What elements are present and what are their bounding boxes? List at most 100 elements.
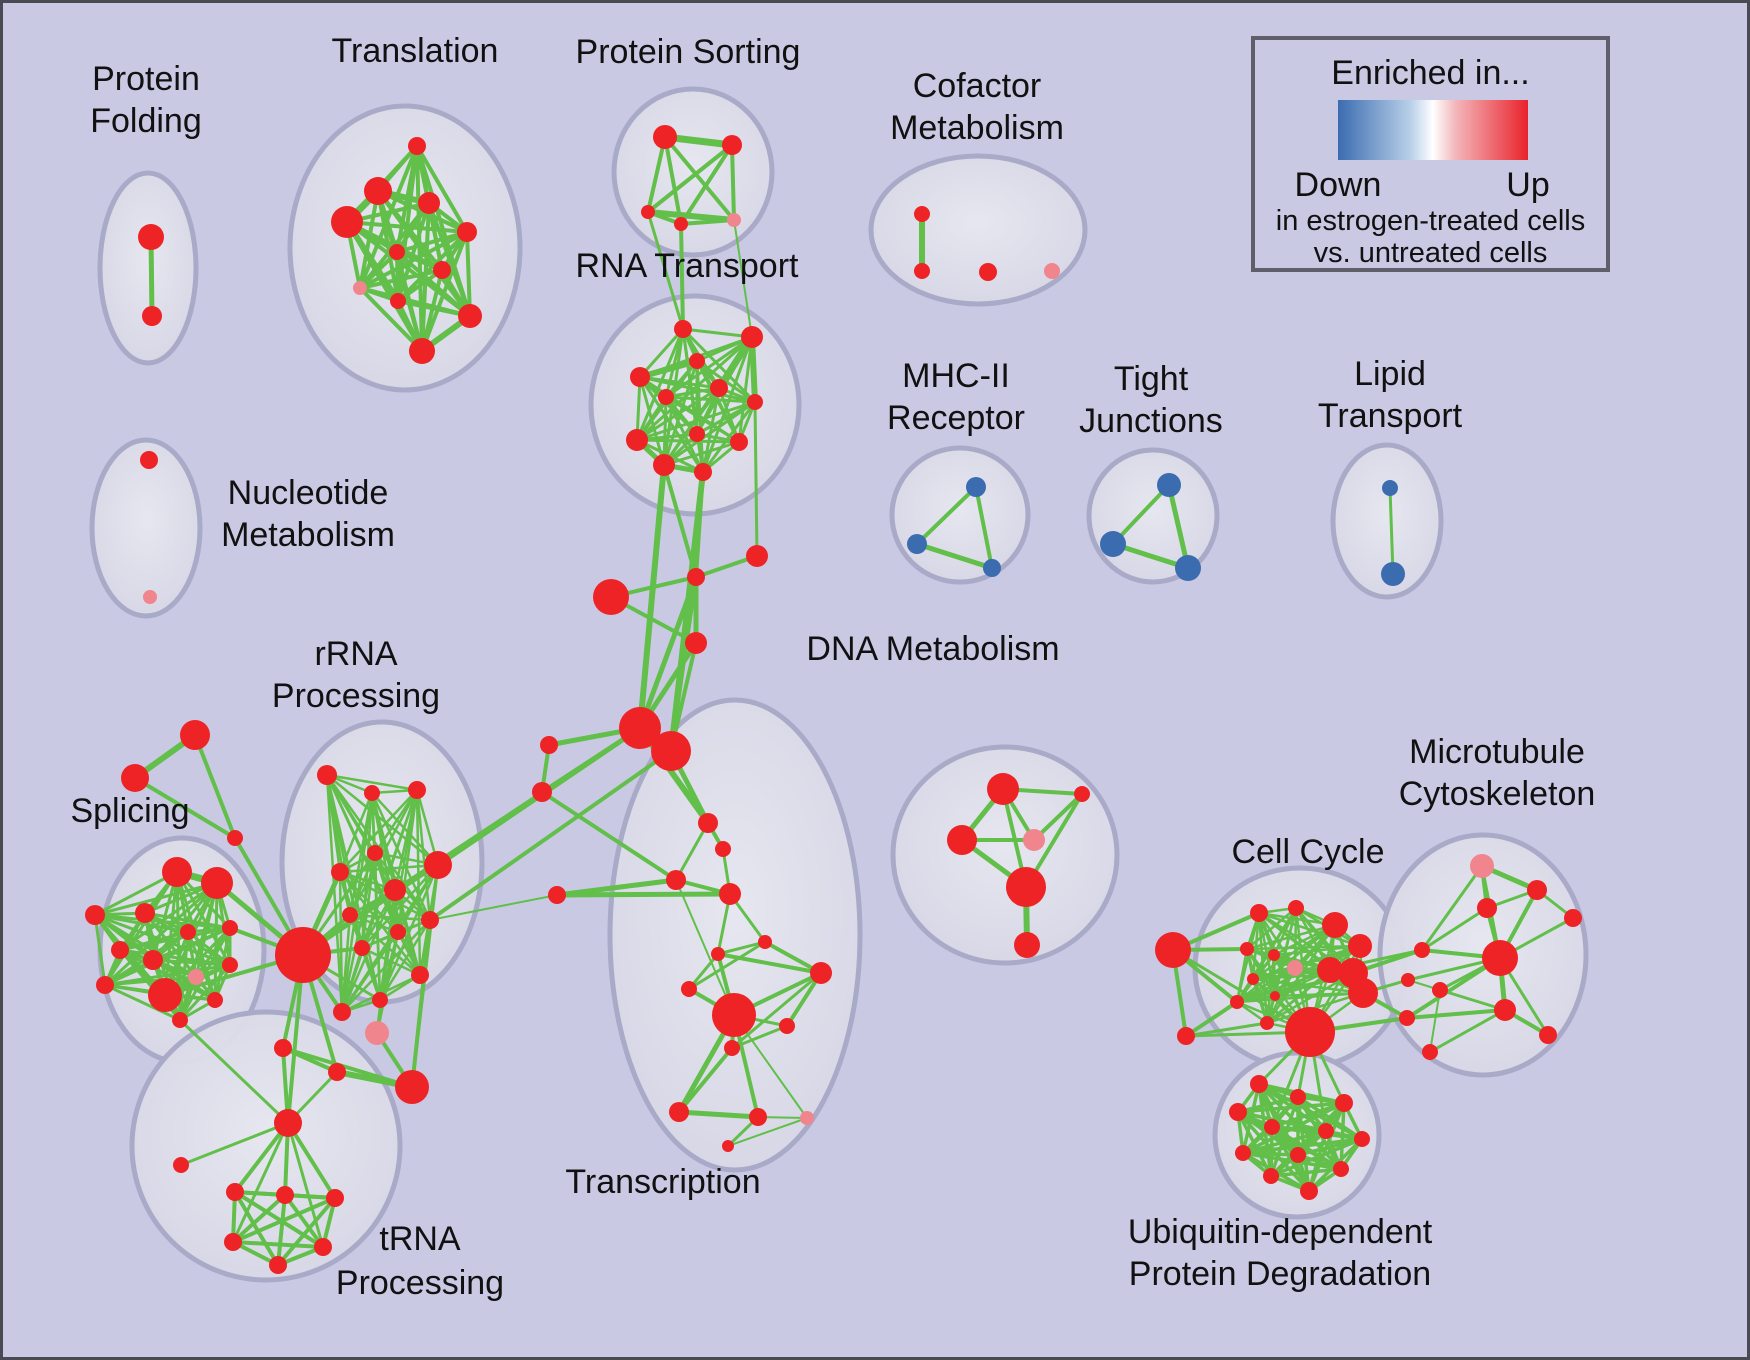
gene-set-node-red — [626, 429, 648, 451]
cluster-label-lipid-transport: Lipid — [1354, 355, 1426, 393]
edge-tc7-tc11 — [730, 971, 823, 1050]
gene-set-node-red — [457, 222, 477, 242]
edge-pf1-pf2 — [148, 234, 155, 319]
edge-hubB-rr_k — [428, 749, 673, 922]
cluster-label-microtubule-cytoskeleton: Cytoskeleton — [1399, 775, 1596, 813]
edge-mh1-mh2 — [915, 485, 978, 546]
edge-rt7-rt8 — [635, 400, 757, 442]
gene-set-node-red — [148, 978, 182, 1012]
edge-rr_d-rr_q — [338, 870, 344, 1014]
gene-set-node-blue — [907, 534, 927, 554]
gene-set-node-red — [1235, 1145, 1251, 1161]
gene-set-node-red — [1250, 1075, 1268, 1093]
gene-set-node-red — [722, 135, 742, 155]
gene-set-node-red — [758, 935, 772, 949]
gene-set-node-red — [1263, 1168, 1279, 1184]
legend-subline-2: vs. untreated cells — [1314, 237, 1548, 269]
gene-set-node-red — [1288, 900, 1304, 916]
edge-tri_a-tri_c — [193, 733, 237, 840]
edge-sp6-sp12 — [93, 913, 232, 967]
gene-set-node-red — [1290, 1089, 1306, 1105]
gene-set-node-red — [1432, 982, 1448, 998]
gene-set-node-pink — [727, 213, 741, 227]
gene-set-node-pink — [1287, 960, 1303, 976]
gene-set-node-red — [1014, 932, 1040, 958]
edge-sp12-sp13 — [178, 963, 232, 1022]
edge-cnX-tc4 — [554, 891, 733, 898]
edge-sp2-sp6 — [93, 881, 219, 917]
gene-set-node-red — [548, 886, 566, 904]
gene-set-node-red — [741, 326, 763, 348]
edge-sp5-sp6 — [93, 913, 232, 930]
edge-rb1-rb3 — [281, 1046, 414, 1089]
edge-tc5-tc8 — [687, 940, 767, 991]
gene-set-node-red — [354, 940, 370, 956]
edge-tn2-tn6 — [276, 1193, 287, 1267]
gene-set-node-red — [749, 1108, 767, 1126]
edge-ps4-rt1 — [679, 222, 685, 331]
gene-set-node-red — [1482, 940, 1518, 976]
edge-rr_b-rr_d — [338, 791, 374, 874]
gene-set-node-red — [1177, 1027, 1195, 1045]
gene-set-node-red — [408, 781, 426, 799]
edge-ps1-ps3 — [646, 135, 667, 214]
edge-tl1-tl5 — [415, 144, 469, 234]
edge-ps3-ps5 — [645, 209, 737, 223]
gene-set-node-pink — [800, 1111, 814, 1125]
gene-set-node-red — [1539, 1026, 1557, 1044]
edge-mh1-mh3 — [974, 485, 994, 570]
edge-cc9-cc13 — [1235, 966, 1297, 1004]
gene-set-node-red — [914, 206, 930, 222]
gene-set-node-red — [710, 379, 728, 397]
edge-rr_j-rr_o — [360, 946, 382, 1002]
gene-set-node-red — [1317, 957, 1343, 983]
gene-set-node-red — [593, 579, 629, 615]
gene-set-node-red — [342, 907, 358, 923]
cluster-label-cofactor-metabolism: Metabolism — [890, 109, 1064, 147]
gene-set-node-red — [1564, 909, 1582, 927]
edge-tl9-tl10 — [396, 299, 472, 318]
gene-set-node-red — [987, 773, 1019, 805]
edge-cn1-hubA — [637, 574, 699, 731]
gene-set-node-red — [172, 1012, 188, 1028]
gene-set-node-red — [317, 765, 337, 785]
gene-set-node-red — [142, 306, 162, 326]
edge-cc2-cc14 — [1184, 1021, 1269, 1038]
gene-set-node-pink — [365, 1021, 389, 1045]
edge-ub3-ub4 — [1236, 1101, 1346, 1114]
edge-tc12-tc13 — [676, 1109, 761, 1120]
edge-tl5-tl10 — [465, 230, 472, 318]
edge-ps1-ps4 — [663, 135, 683, 226]
edge-trn_hub-tn3 — [286, 1121, 337, 1200]
edge-rr_c-rr_n — [415, 788, 422, 977]
gene-set-node-red — [1318, 1123, 1334, 1139]
gene-set-node-red — [719, 883, 741, 905]
edge-sp11-sp12 — [103, 963, 232, 987]
edge-lp1-lp2 — [1388, 486, 1395, 576]
cluster-label-translation: Translation — [332, 32, 499, 70]
edge-sp1-sp12 — [175, 870, 232, 967]
gene-set-node-red — [1527, 880, 1547, 900]
gene-set-node-red — [333, 1003, 351, 1021]
gene-set-node-red — [227, 830, 243, 846]
gene-set-node-red — [424, 851, 452, 879]
edge-tn1-tn6 — [233, 1190, 280, 1267]
gene-set-node-red — [689, 353, 705, 369]
gene-set-node-red — [367, 845, 383, 861]
gene-set-node-red — [222, 920, 238, 936]
cluster-ellipse-mhc-ii-receptor — [889, 445, 1031, 585]
gene-set-node-red — [1240, 942, 1254, 956]
edge-rt6-rt12 — [701, 386, 721, 474]
gene-set-node-red — [653, 125, 677, 149]
edge-mt9-mt6 — [1429, 989, 1441, 1053]
edge-rb4-rr_i — [375, 930, 400, 1035]
gene-set-node-red — [364, 177, 392, 205]
edge-ub7-ub8 — [1241, 1137, 1364, 1155]
edge-ps2-ps3 — [646, 143, 734, 214]
edge-tri_b-tri_c — [133, 776, 237, 840]
edge-mh2-mh3 — [914, 541, 995, 571]
edge-rb4-rr_g — [375, 888, 397, 1035]
